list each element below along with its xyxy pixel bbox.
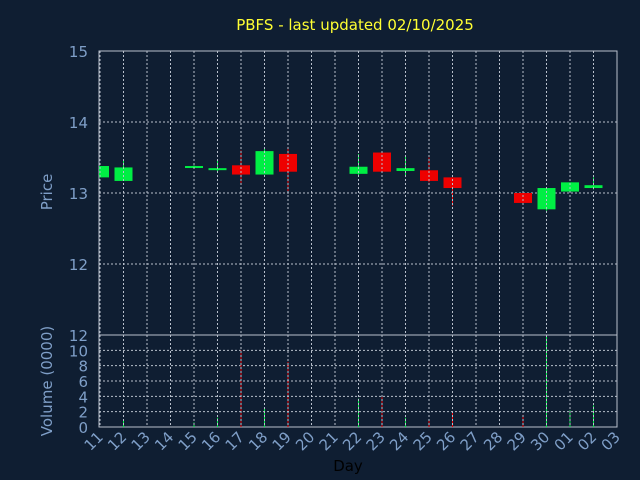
candle-body — [114, 167, 133, 181]
price-y-tick-labels: 15 14 13 12 — [69, 43, 88, 274]
candle-body — [443, 177, 462, 189]
candle-body — [279, 153, 297, 172]
price-y-tick-label: 14 — [69, 114, 88, 132]
price-y-tick-label: 13 — [69, 185, 88, 203]
candle-body — [99, 166, 109, 178]
volume-y-tick-label: 8 — [78, 358, 88, 376]
x-gridlines — [99, 51, 594, 427]
candle-body — [208, 168, 227, 171]
candle-body — [255, 151, 274, 175]
volume-y-tick-label: 2 — [78, 404, 88, 422]
volume-y-tick-label: 0 — [78, 419, 88, 437]
x-axis-label: Day — [333, 457, 363, 475]
candle — [208, 161, 227, 171]
candle-body — [537, 188, 556, 210]
volume-y-tick-label: 4 — [78, 388, 88, 406]
candle-body — [561, 182, 579, 192]
volume-y-tick-label: 12 — [69, 327, 88, 345]
candle-body — [232, 165, 250, 175]
candle-body — [514, 193, 532, 203]
price-y-tick-label: 15 — [69, 43, 88, 61]
candle-body — [373, 152, 391, 172]
price-axis-label: Price — [38, 174, 56, 211]
volume-y-tick-label: 10 — [69, 342, 88, 360]
candle-body — [349, 166, 368, 174]
candle — [279, 146, 297, 193]
volume-axis-label: Volume (0000) — [38, 326, 56, 436]
candle — [514, 193, 532, 203]
x-tick-labels: 1112131415161718192021222324252627282930… — [81, 428, 624, 454]
volume-y-tick-label: 6 — [78, 373, 88, 391]
candle-body — [584, 185, 603, 189]
chart-title: PBFS - last updated 02/10/2025 — [236, 16, 474, 34]
price-y-tick-label: 12 — [69, 256, 88, 274]
candle — [255, 148, 274, 175]
candle-body — [396, 168, 415, 171]
